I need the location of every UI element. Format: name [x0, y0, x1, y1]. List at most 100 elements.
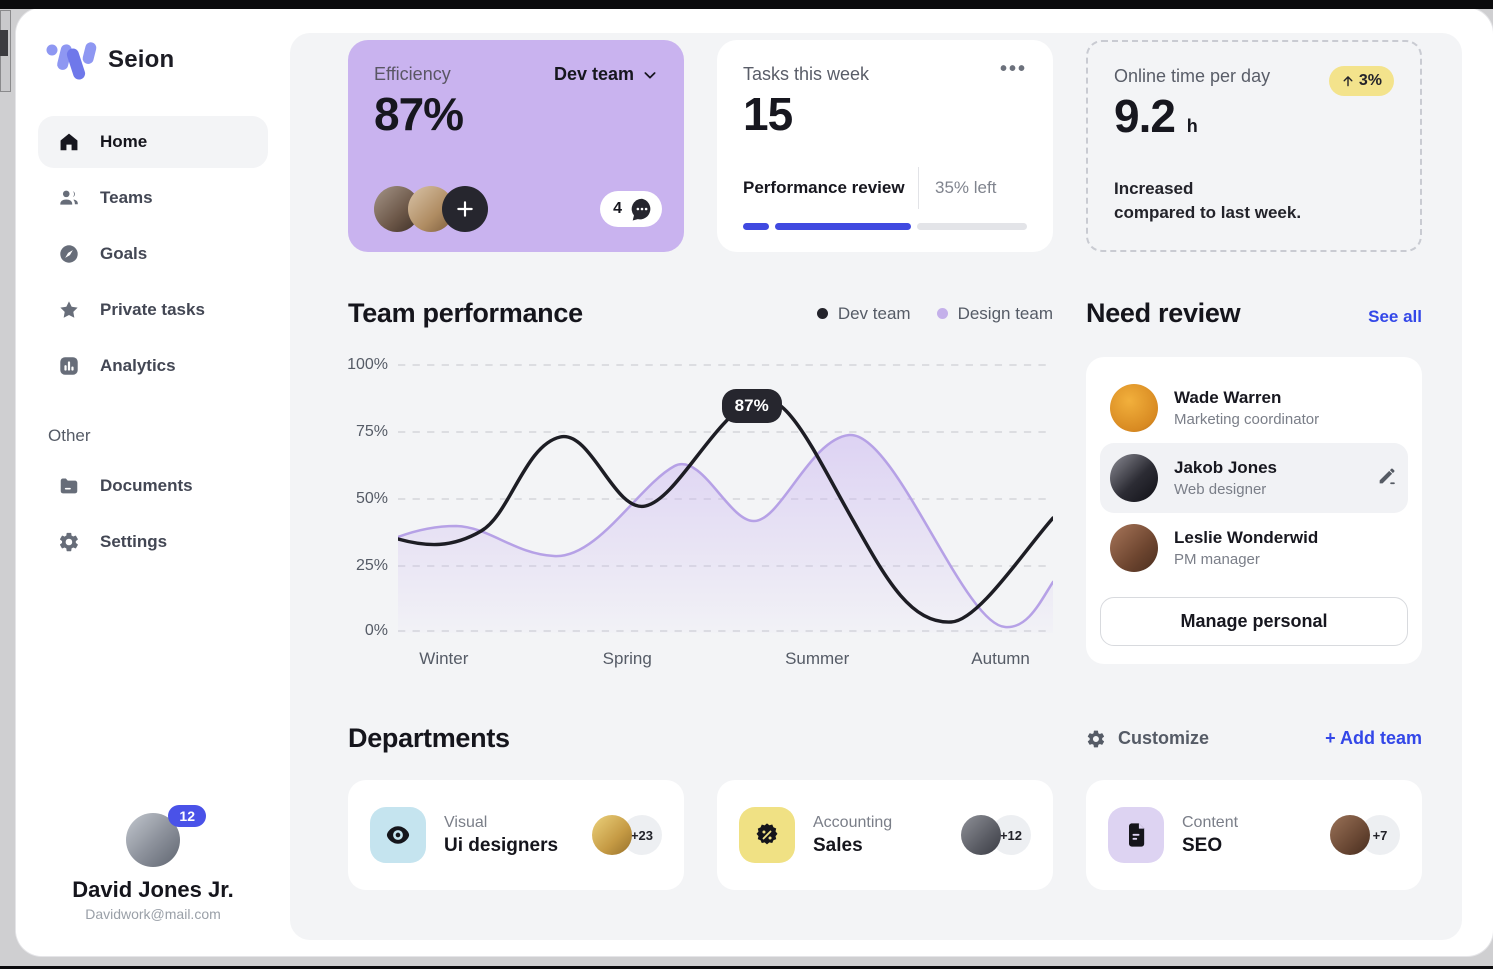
compass-icon: [60, 245, 78, 263]
x-tick: Spring: [602, 649, 652, 668]
sidebar-item-label: Private tasks: [100, 300, 205, 319]
x-tick: Autumn: [971, 649, 1030, 668]
online-time-unit: h: [1186, 116, 1198, 136]
department-name: Ui designers: [444, 834, 559, 856]
need-review-section: Need review See all Wade Warren Marketin…: [1086, 298, 1422, 683]
team-performance-section: Team performance Dev team Design team: [347, 298, 1053, 683]
chart-plot-area: [398, 364, 1053, 633]
y-tick: 0%: [364, 622, 388, 639]
y-tick: 50%: [355, 490, 388, 507]
divider: [918, 167, 919, 209]
arrow-up-icon: [1343, 76, 1353, 87]
bar-chart-icon: [60, 357, 78, 375]
tasks-value: 15: [743, 88, 793, 140]
sidebar-item-label: Teams: [100, 188, 153, 207]
legend-item-design-team: Design team: [936, 304, 1053, 324]
brand-logo: Seion: [38, 38, 268, 82]
avatar: [1110, 384, 1158, 432]
efficiency-card: Efficiency 87% Dev team 4: [348, 40, 684, 252]
department-name: Sales: [813, 834, 863, 856]
department-card-visual[interactable]: Visual Ui designers +23: [348, 780, 684, 890]
tasks-label: Tasks this week: [743, 64, 870, 84]
departments-title: Departments: [348, 723, 510, 753]
person-name: Leslie Wonderwid: [1174, 528, 1319, 547]
need-review-title: Need review: [1086, 298, 1241, 328]
legend-dot-design: [936, 308, 948, 319]
department-card-content[interactable]: Content SEO +7: [1086, 780, 1422, 890]
person-role: Marketing coordinator: [1174, 411, 1320, 428]
online-time-note: Increased compared to last week.: [1114, 178, 1302, 223]
percent-badge-icon: [739, 807, 795, 863]
avatar: [1110, 454, 1158, 502]
tasks-card: Tasks this week 15 ••• Performance revie…: [717, 40, 1053, 252]
sidebar-item-teams[interactable]: Teams: [38, 172, 268, 224]
x-tick: Summer: [785, 649, 850, 668]
app-window: Seion Home Teams Goals Private tasks Ana…: [16, 8, 1493, 956]
chart-title: Team performance: [348, 298, 583, 328]
person-role: PM manager: [1174, 551, 1260, 568]
user-profile[interactable]: 12 David Jones Jr. Davidwork@mail.com: [16, 805, 290, 922]
sidebar-item-goals[interactable]: Goals: [38, 228, 268, 280]
sidebar-item-settings[interactable]: Settings: [38, 516, 268, 568]
delta-badge: 3%: [1328, 66, 1394, 96]
efficiency-label: Efficiency: [374, 64, 451, 84]
chart-legend: Dev team Design team: [816, 304, 1053, 324]
add-member-button[interactable]: [442, 186, 488, 232]
team-selector-dropdown[interactable]: Dev team: [554, 64, 658, 85]
list-item[interactable]: Jakob Jones Web designer: [1100, 443, 1408, 513]
brand-name: Seion: [108, 46, 175, 73]
eye-icon: [370, 807, 426, 863]
y-tick: 25%: [355, 557, 388, 574]
progress-segment-done: [743, 223, 769, 230]
chart-x-axis: Winter Spring Summer Autumn: [398, 649, 1053, 683]
task-name: Performance review: [743, 178, 905, 197]
avatar: [1330, 815, 1370, 855]
chat-bubble-icon: [631, 198, 651, 221]
seion-logo-icon: [46, 42, 97, 80]
department-category: Content: [1182, 813, 1239, 831]
y-tick: 75%: [355, 423, 388, 440]
notification-badge: 12: [168, 805, 206, 827]
list-item[interactable]: Wade Warren Marketing coordinator: [1100, 373, 1408, 443]
screen-top-edge: [0, 0, 1493, 9]
chart-tooltip: 87%: [721, 389, 782, 423]
sidebar-item-analytics[interactable]: Analytics: [38, 340, 268, 392]
person-role: Web designer: [1174, 481, 1267, 498]
chevron-down-icon: [644, 71, 656, 79]
team-performance-chart: 100% 75% 50% 25% 0%: [347, 356, 1053, 639]
list-item[interactable]: Leslie Wonderwid PM manager: [1100, 513, 1408, 583]
chart-y-axis: 100% 75% 50% 25% 0%: [347, 356, 398, 639]
sidebar-item-label: Documents: [100, 476, 193, 495]
main-content: Efficiency 87% Dev team 4: [290, 33, 1462, 940]
profile-name: David Jones Jr.: [72, 877, 234, 902]
sidebar-item-documents[interactable]: Documents: [38, 460, 268, 512]
home-icon: [60, 133, 78, 151]
department-name: SEO: [1182, 834, 1223, 856]
dev-team-line: [398, 396, 1053, 624]
more-options-icon[interactable]: •••: [999, 58, 1027, 80]
profile-email: Davidwork@mail.com: [85, 906, 221, 922]
sidebar-item-private-tasks[interactable]: Private tasks: [38, 284, 268, 336]
see-all-link[interactable]: See all: [1368, 307, 1422, 326]
customize-button[interactable]: Customize: [1086, 728, 1209, 749]
folder-icon: [60, 478, 78, 494]
department-card-accounting[interactable]: Accounting Sales +12: [717, 780, 1053, 890]
design-team-line: [398, 433, 1053, 629]
delta-value: 3%: [1358, 72, 1382, 89]
chat-count-pill[interactable]: 4: [600, 191, 662, 227]
edit-icon[interactable]: [1376, 465, 1398, 492]
stat-cards-row: Efficiency 87% Dev team 4: [348, 40, 1422, 252]
online-time-card: Online time per day 9.2 h 3% Increased c…: [1086, 40, 1422, 252]
legend-item-dev-team: Dev team: [816, 304, 911, 324]
person-name: Jakob Jones: [1174, 458, 1277, 477]
sidebar-item-home[interactable]: Home: [38, 116, 268, 168]
manage-personal-button[interactable]: Manage personal: [1100, 597, 1408, 646]
team-selector-value: Dev team: [553, 64, 634, 84]
sidebar-item-label: Analytics: [100, 356, 176, 375]
document-icon: [1108, 807, 1164, 863]
plus-icon: [457, 201, 473, 217]
add-team-button[interactable]: + Add team: [1325, 728, 1422, 748]
task-remaining: 35% left: [935, 178, 997, 197]
star-icon: [60, 301, 78, 318]
design-team-area: [398, 434, 1053, 633]
